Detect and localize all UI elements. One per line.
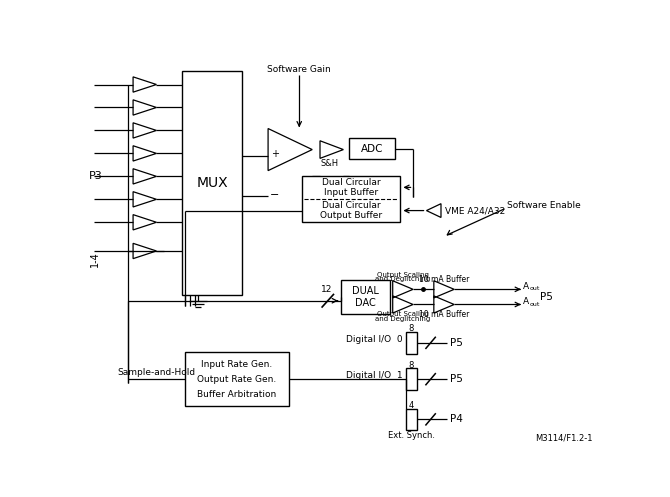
Text: 10 mA Buffer: 10 mA Buffer	[419, 275, 469, 284]
Text: 8: 8	[409, 324, 414, 333]
Text: Software Gain: Software Gain	[267, 65, 331, 74]
Text: Ext. Synch.: Ext. Synch.	[388, 431, 435, 440]
Text: 10 mA Buffer: 10 mA Buffer	[419, 310, 469, 319]
Text: Digital I/O  1: Digital I/O 1	[346, 371, 403, 380]
Text: 1-4: 1-4	[90, 251, 100, 266]
Text: Dual Circular
Input Buffer: Dual Circular Input Buffer	[322, 178, 381, 197]
Text: out: out	[529, 286, 539, 291]
Text: and Deglitching: and Deglitching	[375, 316, 431, 322]
Text: and Deglitching: and Deglitching	[375, 276, 431, 282]
Text: Dual Circular
Output Buffer: Dual Circular Output Buffer	[320, 201, 382, 220]
Text: P5: P5	[450, 374, 463, 384]
Text: Software Enable: Software Enable	[507, 201, 581, 210]
Bar	[341, 280, 390, 314]
Text: −: −	[270, 189, 279, 200]
Text: Digital I/O  0: Digital I/O 0	[346, 334, 403, 343]
Text: A: A	[523, 282, 529, 291]
Text: Output Scaling: Output Scaling	[377, 272, 429, 278]
Text: A: A	[523, 297, 529, 306]
Text: VME A24/A32: VME A24/A32	[445, 206, 505, 215]
Text: out: out	[529, 302, 539, 307]
Text: Buffer Arbitration: Buffer Arbitration	[197, 390, 277, 399]
Text: P5: P5	[450, 338, 463, 348]
Text: S&H: S&H	[321, 159, 339, 168]
Text: 4: 4	[409, 401, 414, 410]
Bar	[406, 409, 417, 430]
Text: M3114/F1.2-1: M3114/F1.2-1	[535, 433, 593, 442]
Bar	[406, 368, 417, 390]
Text: 8: 8	[409, 360, 414, 370]
Text: Sample-and-Hold: Sample-and-Hold	[117, 368, 196, 377]
Text: 12: 12	[320, 285, 332, 294]
Text: MUX: MUX	[196, 176, 228, 190]
Text: P5: P5	[539, 292, 553, 302]
Text: ADC: ADC	[360, 144, 383, 154]
Bar	[185, 352, 289, 406]
Text: P4: P4	[450, 414, 463, 424]
Text: +: +	[271, 149, 279, 159]
Text: DUAL
DAC: DUAL DAC	[352, 286, 379, 308]
Text: Output Rate Gen.: Output Rate Gen.	[197, 375, 277, 384]
Bar	[406, 332, 417, 353]
Bar	[348, 138, 395, 159]
Text: P3: P3	[89, 171, 103, 181]
Text: Input Rate Gen.: Input Rate Gen.	[201, 360, 273, 369]
Bar	[182, 71, 242, 295]
Text: Output Scaling: Output Scaling	[377, 312, 429, 318]
Bar	[302, 176, 401, 222]
